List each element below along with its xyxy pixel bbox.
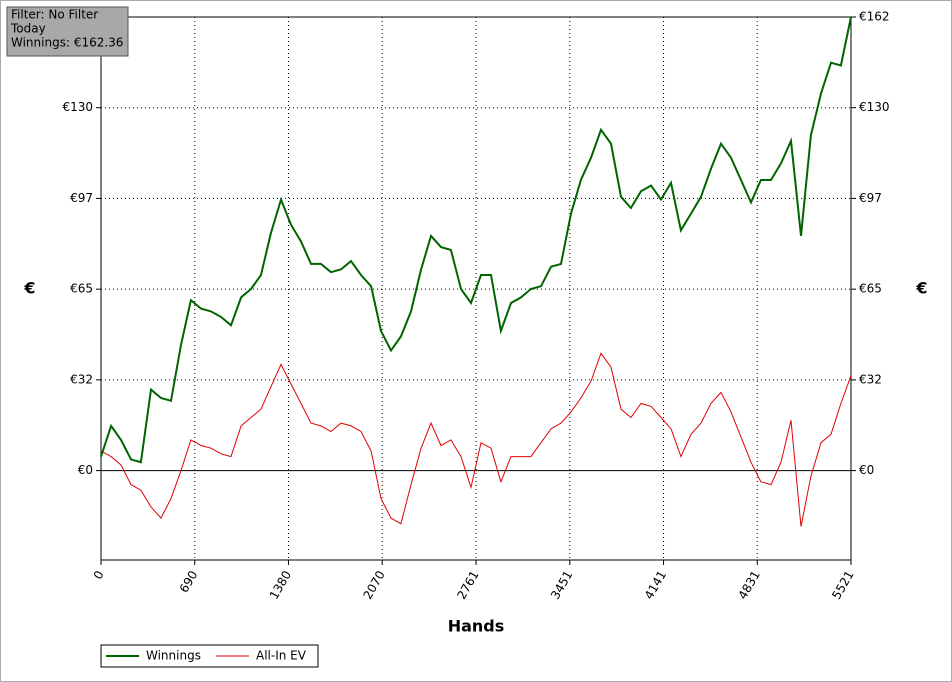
filter-text: Filter: No Filter [11, 8, 98, 22]
filter-text: Winnings: €162.36 [11, 36, 123, 50]
y-tick-label: €65 [70, 282, 93, 296]
y2-axis-label: € [915, 279, 927, 298]
filter-text: Today [10, 22, 46, 36]
y2-tick-label: €32 [859, 372, 882, 386]
y2-tick-label: €65 [859, 282, 882, 296]
y2-tick-label: €162 [859, 10, 890, 24]
series-line [100, 16, 852, 464]
y-tick-label: €97 [70, 191, 93, 205]
legend-box [100, 644, 319, 668]
y2-tick-label: €130 [859, 100, 890, 114]
y2-tick-label: €0 [859, 463, 874, 477]
y-tick-label: €32 [70, 372, 93, 386]
plot-frame [100, 16, 852, 561]
filter-box [6, 6, 129, 57]
y-tick-label: €130 [62, 100, 93, 114]
y-axis-label: € [23, 279, 35, 298]
x-axis-label: Hands [448, 617, 505, 636]
y-tick-label: €0 [78, 463, 93, 477]
series-line [100, 352, 852, 527]
y2-tick-label: €97 [859, 191, 882, 205]
legend-label: Winnings [146, 649, 201, 663]
legend-label: All-In EV [256, 649, 307, 663]
